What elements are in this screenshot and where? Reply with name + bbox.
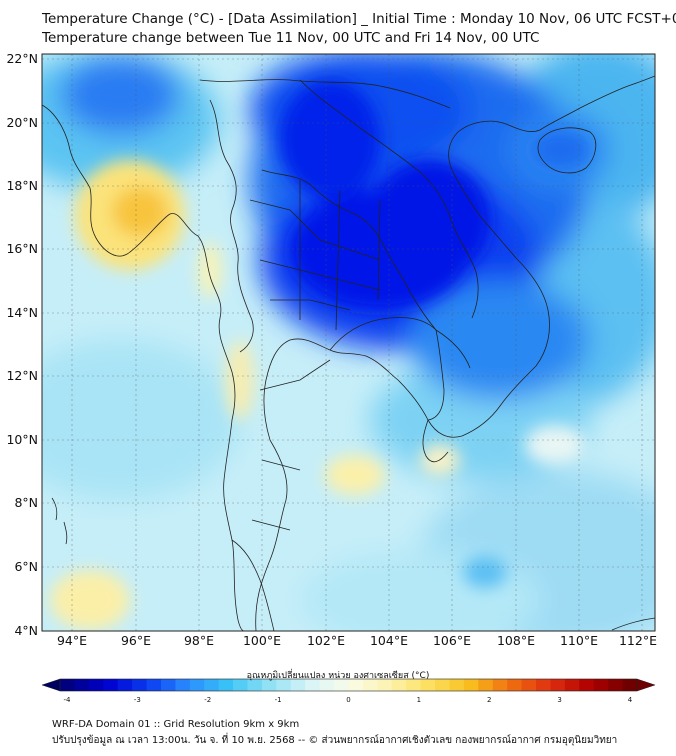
colorbar-segment xyxy=(362,679,378,691)
colorbar-segment xyxy=(88,679,104,691)
map-title: Temperature Change (°C) - [Data Assimila… xyxy=(42,11,676,27)
colorbar-tick-label: 0 xyxy=(346,696,350,704)
lat-label: 14°N xyxy=(6,305,38,320)
colorbar-segment xyxy=(247,679,263,691)
lon-label: 98°E xyxy=(184,633,214,648)
footer-model-info: WRF-DA Domain 01 :: Grid Resolution 9km … xyxy=(52,719,300,730)
colorbar-segment xyxy=(305,679,321,691)
colorbar-segment xyxy=(536,679,551,691)
colorbar-segment xyxy=(160,679,176,691)
colorbar-tick-label: -1 xyxy=(275,696,282,704)
colorbar-segment xyxy=(406,679,422,691)
colorbar-segment xyxy=(204,679,220,691)
colorbar-segment xyxy=(492,679,508,691)
lon-label: 102°E xyxy=(307,633,345,648)
colorbar-segment xyxy=(463,679,479,691)
colorbar-segment xyxy=(550,679,566,691)
colorbar-tick-label: 3 xyxy=(557,696,561,704)
colorbar-segment xyxy=(261,679,277,691)
colorbar-segment xyxy=(233,679,249,691)
colorbar-segment xyxy=(579,679,595,691)
colorbar-segment xyxy=(608,679,624,691)
lon-label: 100°E xyxy=(243,633,281,648)
lon-label: 112°E xyxy=(619,633,657,648)
lon-label: 110°E xyxy=(560,633,598,648)
colorbar-segment xyxy=(420,679,436,691)
colorbar-segment xyxy=(564,679,580,691)
map-subtitle: Temperature change between Tue 11 Nov, 0… xyxy=(42,30,540,46)
lat-label: 4°N xyxy=(14,623,38,638)
map-frame xyxy=(41,53,656,632)
colorbar-segment xyxy=(189,679,205,691)
colorbar-segment xyxy=(449,679,465,691)
lat-label: 20°N xyxy=(6,115,38,130)
colorbar-tick-label: 2 xyxy=(487,696,491,704)
colorbar-segment xyxy=(132,679,148,691)
lon-label: 96°E xyxy=(121,633,151,648)
lon-label: 108°E xyxy=(497,633,535,648)
lat-label: 10°N xyxy=(6,432,38,447)
colorbar-segment xyxy=(60,679,75,691)
colorbar-tick-label: 1 xyxy=(417,696,421,704)
colorbar-segment xyxy=(593,679,609,691)
lon-label: 94°E xyxy=(57,633,87,648)
colorbar-tick-label: -3 xyxy=(134,696,141,704)
lon-label: 104°E xyxy=(370,633,408,648)
lat-label: 6°N xyxy=(14,559,38,574)
colorbar-tick-label: 4 xyxy=(628,696,633,704)
colorbar: -4 -3 -2 -1 0 1 2 3 4 xyxy=(41,678,656,704)
colorbar-segment xyxy=(391,679,407,691)
colorbar-segment xyxy=(146,679,162,691)
colorbar-segment xyxy=(377,679,393,691)
colorbar-segment xyxy=(319,679,335,691)
temperature-field xyxy=(42,54,655,631)
colorbar-tick-label: -2 xyxy=(204,696,211,704)
colorbar-title: อุณหภูมิเปลี่ยนแปลง หน่วย องศาเซลเซียส (… xyxy=(246,671,430,681)
lat-label: 12°N xyxy=(6,368,38,383)
lat-label: 22°N xyxy=(6,51,38,66)
colorbar-segment xyxy=(622,679,638,691)
colorbar-segment xyxy=(175,679,191,691)
colorbar-segment xyxy=(74,679,90,691)
footer-credits: ปรับปรุงข้อมูล ณ เวลา 13:00น. วัน จ. ที่… xyxy=(52,735,618,746)
colorbar-segment xyxy=(435,679,450,691)
colorbar-segment xyxy=(334,679,349,691)
colorbar-segment xyxy=(103,679,119,691)
colorbar-segment xyxy=(521,679,537,691)
lat-label: 16°N xyxy=(6,241,38,256)
colorbar-segment xyxy=(290,679,306,691)
latitude-labels: 22°N 20°N 18°N 16°N 14°N 12°N 10°N 8°N 6… xyxy=(6,51,38,638)
lat-label: 8°N xyxy=(14,495,38,510)
colorbar-segment xyxy=(348,679,364,691)
lon-label: 106°E xyxy=(433,633,471,648)
colorbar-segment xyxy=(117,679,133,691)
colorbar-segment xyxy=(218,679,234,691)
colorbar-segment xyxy=(478,679,494,691)
coastlines-borders xyxy=(42,75,655,631)
colorbar-segment xyxy=(507,679,523,691)
colorbar-tick-label: -4 xyxy=(64,696,72,704)
colorbar-segment xyxy=(276,679,292,691)
longitude-labels: 94°E 96°E 98°E 100°E 102°E 104°E 106°E 1… xyxy=(57,633,657,648)
lat-label: 18°N xyxy=(6,178,38,193)
grid-lines xyxy=(42,54,655,631)
